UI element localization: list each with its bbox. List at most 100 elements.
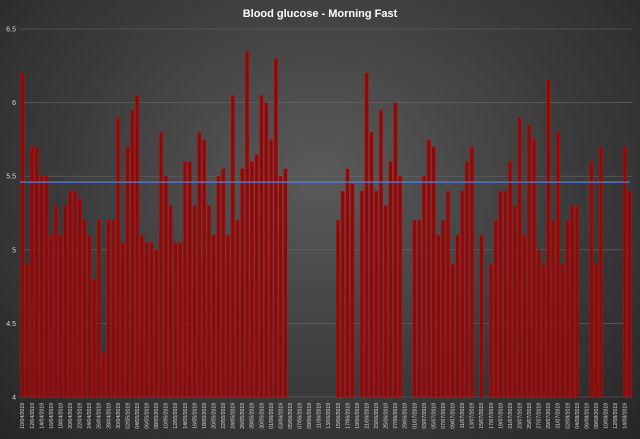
bar bbox=[96, 220, 101, 398]
y-tick-label: 5 bbox=[12, 247, 16, 254]
bar bbox=[44, 175, 49, 398]
x-tick-label: 25/07/2019 bbox=[527, 403, 533, 429]
bar bbox=[192, 205, 197, 398]
bar bbox=[154, 249, 159, 398]
bar bbox=[422, 175, 427, 398]
bar bbox=[240, 168, 245, 398]
y-tick-label: 4.5 bbox=[6, 321, 16, 328]
bar bbox=[58, 234, 63, 398]
x-tick-label: 23/06/2019 bbox=[374, 403, 380, 429]
bar bbox=[469, 146, 474, 398]
bar bbox=[101, 352, 106, 398]
bar bbox=[149, 242, 154, 398]
bar bbox=[68, 190, 73, 398]
bar bbox=[517, 117, 522, 398]
bar bbox=[259, 95, 264, 398]
bar bbox=[436, 234, 441, 398]
x-tick-label: 06/05/2019 bbox=[145, 403, 151, 429]
bar bbox=[225, 234, 230, 398]
x-tick-label: 21/06/2019 bbox=[364, 403, 370, 429]
bar bbox=[364, 72, 369, 398]
x-tick-label: 25/06/2019 bbox=[384, 403, 390, 429]
x-tick-label: 10/05/2019 bbox=[164, 403, 170, 429]
bar bbox=[77, 198, 82, 398]
bar bbox=[383, 205, 388, 398]
bar bbox=[49, 234, 54, 398]
bar bbox=[479, 234, 484, 398]
x-tick-label: 09/07/2019 bbox=[451, 403, 457, 429]
bar bbox=[522, 234, 527, 398]
bar bbox=[393, 102, 398, 398]
bar bbox=[120, 242, 125, 398]
bar bbox=[441, 220, 446, 398]
x-tick-label: 28/05/2019 bbox=[250, 403, 256, 429]
bar bbox=[235, 220, 240, 398]
bar bbox=[541, 264, 546, 398]
x-tick-label: 22/05/2019 bbox=[221, 403, 227, 429]
x-tick-label: 04/08/2019 bbox=[575, 403, 581, 429]
x-tick-label: 17/06/2019 bbox=[345, 403, 351, 429]
x-tick-label: 15/07/2019 bbox=[479, 403, 485, 429]
bar bbox=[206, 205, 211, 398]
y-axis-ticks: 4 4.5 5 5.5 6 6.5 bbox=[6, 27, 16, 402]
bar bbox=[92, 279, 97, 398]
bar bbox=[178, 242, 183, 398]
x-tick-label: 03/06/2019 bbox=[278, 403, 284, 429]
x-tick-label: 02/08/2019 bbox=[565, 403, 571, 429]
x-tick-label: 14/05/2019 bbox=[183, 403, 189, 429]
bar bbox=[254, 153, 259, 398]
bar bbox=[130, 109, 135, 398]
bar bbox=[211, 234, 216, 398]
x-tick-label: 04/05/2019 bbox=[135, 403, 141, 429]
bar bbox=[398, 175, 403, 398]
bar bbox=[139, 234, 144, 398]
bar bbox=[570, 205, 575, 398]
bar bbox=[374, 190, 379, 398]
bar bbox=[378, 109, 383, 398]
bar bbox=[598, 146, 603, 398]
bar bbox=[264, 102, 269, 398]
bar bbox=[87, 234, 92, 398]
bar bbox=[245, 50, 250, 398]
x-tick-label: 30/04/2019 bbox=[116, 403, 122, 429]
x-tick-label: 15/06/2019 bbox=[336, 403, 342, 429]
bar bbox=[72, 190, 77, 398]
x-tick-label: 18/04/2019 bbox=[58, 403, 64, 429]
bar bbox=[350, 183, 355, 398]
x-tick-label: 14/08/2019 bbox=[623, 403, 629, 429]
x-tick-label: 23/07/2019 bbox=[517, 403, 523, 429]
bar bbox=[106, 220, 111, 398]
x-tick-label: 19/06/2019 bbox=[355, 403, 361, 429]
bar-series bbox=[20, 50, 632, 398]
x-tick-label: 08/08/2019 bbox=[594, 403, 600, 429]
bar bbox=[135, 95, 140, 398]
x-tick-label: 01/06/2019 bbox=[269, 403, 275, 429]
bar bbox=[460, 190, 465, 398]
x-tick-label: 14/04/2019 bbox=[39, 403, 45, 429]
bar bbox=[340, 190, 345, 398]
bar bbox=[450, 264, 455, 398]
x-tick-label: 05/06/2019 bbox=[288, 403, 294, 429]
x-tick-label: 13/07/2019 bbox=[470, 403, 476, 429]
bar bbox=[594, 264, 599, 398]
bar bbox=[63, 205, 68, 398]
bar bbox=[508, 161, 513, 398]
bar bbox=[125, 146, 130, 398]
bar bbox=[493, 220, 498, 398]
bar bbox=[551, 220, 556, 398]
x-tick-label: 06/08/2019 bbox=[584, 403, 590, 429]
bar bbox=[249, 161, 254, 398]
bar bbox=[512, 205, 517, 398]
bar bbox=[555, 131, 560, 398]
x-tick-label: 07/07/2019 bbox=[441, 403, 447, 429]
y-tick-label: 6 bbox=[12, 100, 16, 107]
bar bbox=[488, 264, 493, 398]
bar bbox=[159, 131, 164, 398]
x-tick-label: 21/07/2019 bbox=[508, 403, 514, 429]
bar bbox=[163, 175, 168, 398]
bar bbox=[536, 249, 541, 398]
x-tick-label: 03/07/2019 bbox=[422, 403, 428, 429]
x-tick-label: 31/07/2019 bbox=[556, 403, 562, 429]
x-tick-label: 10/08/2019 bbox=[604, 403, 610, 429]
